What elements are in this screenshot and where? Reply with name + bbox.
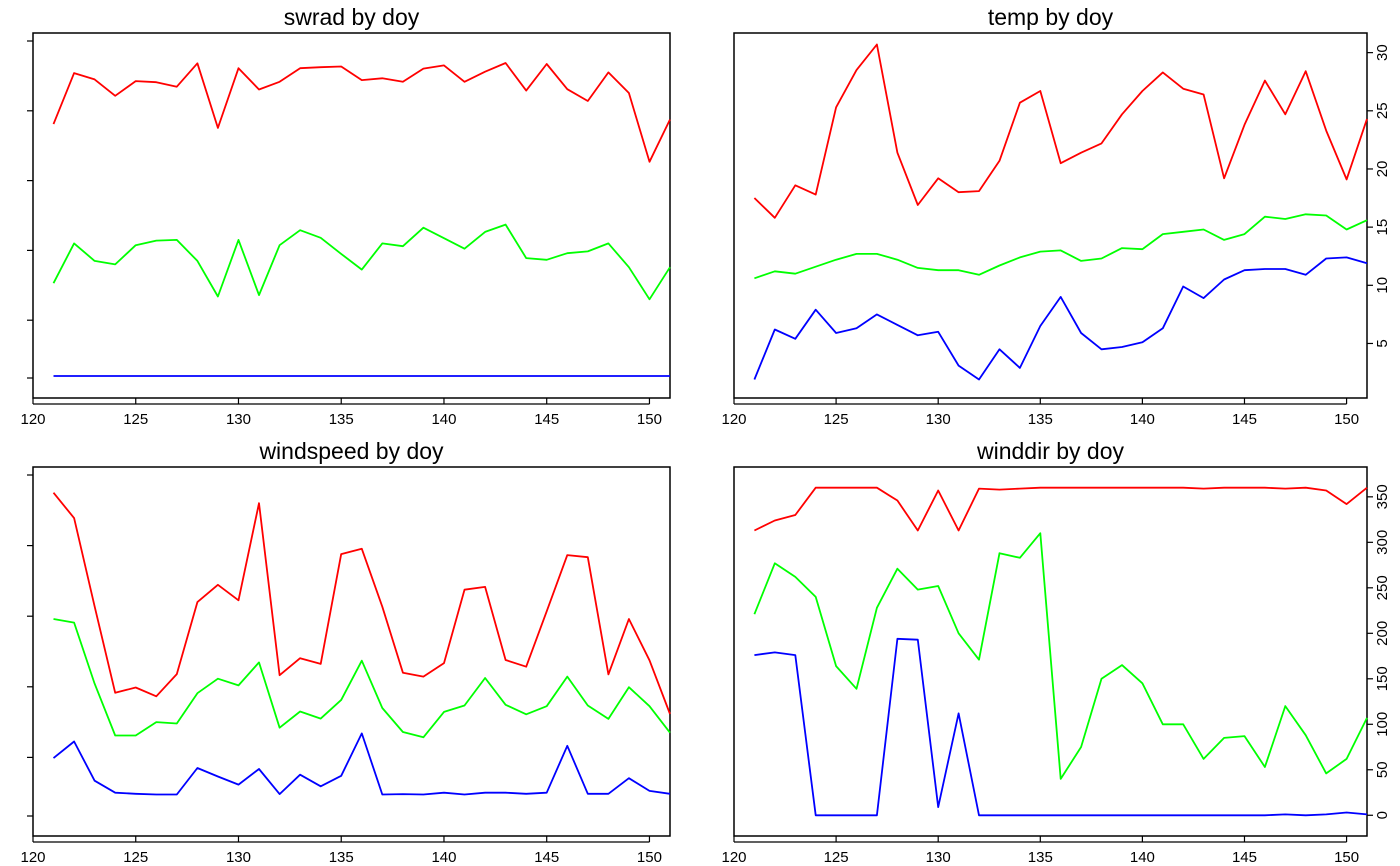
plot-frame bbox=[32, 32, 671, 399]
series-line-1 bbox=[52, 62, 671, 163]
series-line-3 bbox=[753, 256, 1368, 381]
chart-title: swrad by doy bbox=[284, 4, 420, 30]
panel-temp-by-doy: temp by doy 120 125 130 135 140 145 150 5 10 15 20 2… bbox=[721, 4, 1390, 428]
x-tick-label: 125 bbox=[824, 849, 849, 866]
x-tick-label: 140 bbox=[431, 411, 456, 428]
x-tick-label: 125 bbox=[123, 849, 148, 866]
series-line-2 bbox=[52, 223, 671, 301]
x-tick-label: 150 bbox=[637, 849, 662, 866]
series-line-2 bbox=[53, 618, 671, 739]
y-tick-label: 30 bbox=[1374, 44, 1391, 61]
y-tick-label: 25 bbox=[1374, 102, 1391, 119]
x-tick-label: 135 bbox=[329, 411, 354, 428]
x-tick-label: 135 bbox=[329, 849, 354, 866]
y-tick-label: 150 bbox=[1374, 666, 1391, 691]
chart-title: winddir by doy bbox=[976, 438, 1125, 464]
y-tick-label: 15 bbox=[1374, 219, 1391, 236]
x-tick-label: 135 bbox=[1028, 411, 1053, 428]
y-tick-label: 100 bbox=[1374, 712, 1391, 737]
x-tick-label: 150 bbox=[1334, 849, 1359, 866]
x-tick-label: 150 bbox=[1334, 411, 1359, 428]
x-tick-label: 130 bbox=[226, 411, 251, 428]
x-tick-label: 130 bbox=[226, 849, 251, 866]
x-tick-label: 140 bbox=[1130, 849, 1155, 866]
x-tick-label: 140 bbox=[1130, 411, 1155, 428]
x-tick-label: 145 bbox=[534, 849, 559, 866]
x-tick-label: 120 bbox=[20, 411, 45, 428]
x-tick-label: 120 bbox=[20, 849, 45, 866]
series-line-1 bbox=[754, 486, 1368, 532]
chart-title: temp by doy bbox=[988, 4, 1114, 30]
series-line-1 bbox=[753, 43, 1368, 219]
plot-frame bbox=[733, 466, 1368, 837]
y-tick-label: 300 bbox=[1374, 530, 1391, 555]
x-tick-label: 140 bbox=[431, 849, 456, 866]
series-line-2 bbox=[753, 532, 1368, 780]
series-line-1 bbox=[52, 492, 671, 715]
panel-swrad-by-doy: swrad by doy 120 125 130 135 140 145 150 bbox=[20, 4, 671, 428]
x-tick-label: 145 bbox=[1232, 849, 1257, 866]
x-tick-label: 135 bbox=[1028, 849, 1053, 866]
x-tick-label: 125 bbox=[824, 411, 849, 428]
x-tick-label: 130 bbox=[926, 411, 951, 428]
series-line-3 bbox=[754, 637, 1368, 817]
y-tick-label: 5 bbox=[1374, 339, 1391, 347]
x-tick-label: 145 bbox=[534, 411, 559, 428]
y-tick-label: 50 bbox=[1374, 761, 1391, 778]
panel-winddir-by-doy: winddir by doy 120 125 130 135 140 145 150 0 50 10… bbox=[721, 438, 1390, 866]
x-tick-label: 125 bbox=[123, 411, 148, 428]
x-tick-label: 120 bbox=[721, 849, 746, 866]
series-line-3 bbox=[52, 732, 671, 796]
x-tick-label: 145 bbox=[1232, 411, 1257, 428]
x-tick-label: 150 bbox=[637, 411, 662, 428]
y-tick-label: 10 bbox=[1374, 277, 1391, 294]
y-tick-label: 0 bbox=[1374, 811, 1391, 819]
x-tick-label: 120 bbox=[721, 411, 746, 428]
chart-title: windspeed by doy bbox=[258, 438, 444, 464]
plot-frame bbox=[733, 32, 1368, 399]
panel-windspeed-by-doy: windspeed by doy 120 125 130 135 140 145 150 bbox=[20, 438, 671, 866]
y-tick-label: 200 bbox=[1374, 621, 1391, 646]
y-tick-label: 350 bbox=[1374, 484, 1391, 509]
y-tick-label: 250 bbox=[1374, 575, 1391, 600]
series-line-2 bbox=[754, 213, 1368, 280]
y-tick-label: 20 bbox=[1374, 161, 1391, 178]
x-tick-label: 130 bbox=[926, 849, 951, 866]
plot-frame bbox=[32, 466, 671, 837]
